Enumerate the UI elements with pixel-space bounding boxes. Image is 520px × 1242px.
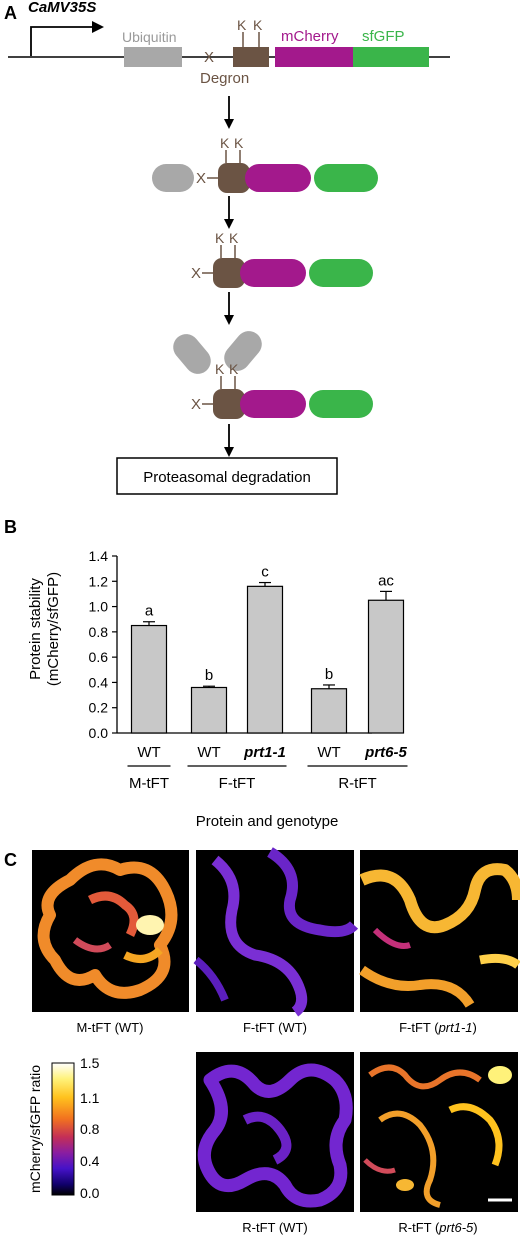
lysine-label-1: K (215, 230, 225, 246)
y-tick-label: 0.6 (89, 649, 109, 665)
panel-a: A CaMV35S Ubiquitin X K K mCherry sfGFP … (4, 0, 450, 495)
micrograph-m-tft-wt (32, 850, 189, 1012)
micrograph-f-tft-wt (193, 847, 359, 1017)
micrograph-r-tft-wt (196, 1052, 354, 1212)
panel-c: C M-tFT (WT) F-tFT (WT) F-tFT (prt1 (4, 847, 520, 1235)
x-residue-label: X (191, 396, 201, 413)
ubiquitin-box (124, 47, 182, 67)
ubiquitinated-fusion: X K K (173, 331, 373, 419)
sfgfp-box (353, 47, 429, 67)
y-tick-label: 0.8 (89, 624, 109, 640)
panel-b-label: B (4, 517, 17, 537)
bar-chart: 0.0 0.2 0.4 0.6 0.8 1.0 1.2 1.4 a WT b WT c prt1-1 b WT… (89, 548, 408, 792)
proteasome-label: Proteasomal degradation (143, 469, 311, 486)
sfgfp-pill (314, 164, 378, 192)
mcherry-box (275, 47, 353, 67)
panel-b: B Protein stability (mCherry/sfGFP) 0.00… (4, 517, 408, 830)
degron-label: Degron (200, 70, 249, 87)
ubiquitin-chain-right (224, 331, 262, 371)
cleaved-fusion: X K K (191, 230, 373, 288)
sfgfp-pill (309, 390, 373, 418)
micrograph-r-tft-prt6-5 (360, 1052, 518, 1212)
promoter-arrow-icon (30, 26, 96, 56)
degron-pill (213, 389, 245, 419)
sfgfp-pill (309, 259, 373, 287)
panel-a-label: A (4, 3, 17, 23)
mcherry-pill (240, 390, 306, 418)
group-label: M-tFT (129, 775, 169, 792)
lysine-label-2: K (229, 361, 239, 377)
significance-letter: a (145, 603, 154, 620)
bar (246, 585, 284, 734)
colorbar-tick: 0.4 (80, 1153, 100, 1169)
sfgfp-label: sfGFP (362, 28, 405, 45)
y-tick-label: 1.4 (89, 548, 109, 564)
bar (310, 688, 348, 734)
degron-pill (218, 163, 250, 193)
x-residue-label: X (204, 49, 214, 66)
degron-box (233, 47, 269, 67)
significance-letter: ac (378, 572, 394, 589)
x-residue-label: X (191, 265, 201, 282)
x-tick-label: WT (317, 744, 340, 761)
significance-letter: b (205, 667, 213, 684)
x-residue-label: X (196, 170, 206, 187)
y-tick-label: 0.0 (89, 725, 109, 741)
colorbar-tick: 0.0 (80, 1185, 100, 1201)
panel-c-label: C (4, 850, 17, 870)
caption-r-tft-wt: R-tFT (WT) (242, 1220, 307, 1235)
x-tick-label: prt6-5 (364, 744, 407, 761)
caption-m-tft-wt: M-tFT (WT) (77, 1020, 144, 1035)
colorbar-tick: 0.8 (80, 1121, 100, 1137)
ubiquitin-chain-left (173, 334, 211, 374)
lysine-label-2: K (234, 135, 244, 151)
x-axis-title: Protein and genotype (196, 813, 339, 830)
caption-r-tft-prt6-5: R-tFT (prt6-5) (398, 1220, 477, 1235)
significance-letter: c (261, 564, 269, 581)
bar (367, 599, 405, 734)
y-axis-title-line1: Protein stability (27, 578, 44, 680)
colorbar: mCherry/sfGFP ratio 1.5 1.1 0.8 0.4 0.0 (27, 1055, 100, 1201)
colorbar-label: mCherry/sfGFP ratio (27, 1065, 43, 1193)
colorbar-tick: 1.5 (80, 1055, 100, 1071)
ubiquitin-pill (152, 164, 194, 192)
promoter-label: CaMV35S (28, 0, 96, 16)
x-tick-label: prt1-1 (243, 744, 286, 761)
x-tick-label: WT (197, 744, 220, 761)
micrograph-f-tft-prt1-1 (359, 850, 520, 1012)
y-tick-label: 0.4 (89, 674, 109, 690)
bar (190, 686, 228, 734)
proteasome-box (116, 457, 338, 495)
mcherry-label: mCherry (281, 28, 339, 45)
colorbar-tick: 1.1 (80, 1090, 100, 1106)
x-tick-label: WT (137, 744, 160, 761)
y-tick-label: 1.0 (89, 599, 109, 615)
caption-f-tft-wt: F-tFT (WT) (243, 1020, 307, 1035)
ubiquitin-label: Ubiquitin (122, 29, 176, 45)
group-label: R-tFT (338, 775, 376, 792)
lysine-label-1: K (237, 17, 247, 33)
y-tick-label: 0.2 (89, 700, 109, 716)
y-tick-label: 1.2 (89, 573, 109, 589)
colorbar-gradient (51, 1062, 75, 1196)
bar (130, 624, 168, 734)
significance-letter: b (325, 666, 333, 683)
lysine-label-2: K (253, 17, 263, 33)
lysine-label-2: K (229, 230, 239, 246)
lysine-label-1: K (220, 135, 230, 151)
caption-f-tft-prt1-1: F-tFT (prt1-1) (399, 1020, 477, 1035)
mcherry-pill (245, 164, 311, 192)
y-axis-title-line2: (mCherry/sfGFP) (45, 572, 62, 686)
group-label: F-tFT (219, 775, 256, 792)
promoter-arrowhead-icon (92, 21, 104, 33)
mcherry-pill (240, 259, 306, 287)
lysine-label-1: K (215, 361, 225, 377)
fusion-with-ubiquitin: X K K (152, 135, 378, 193)
degron-pill (213, 258, 245, 288)
